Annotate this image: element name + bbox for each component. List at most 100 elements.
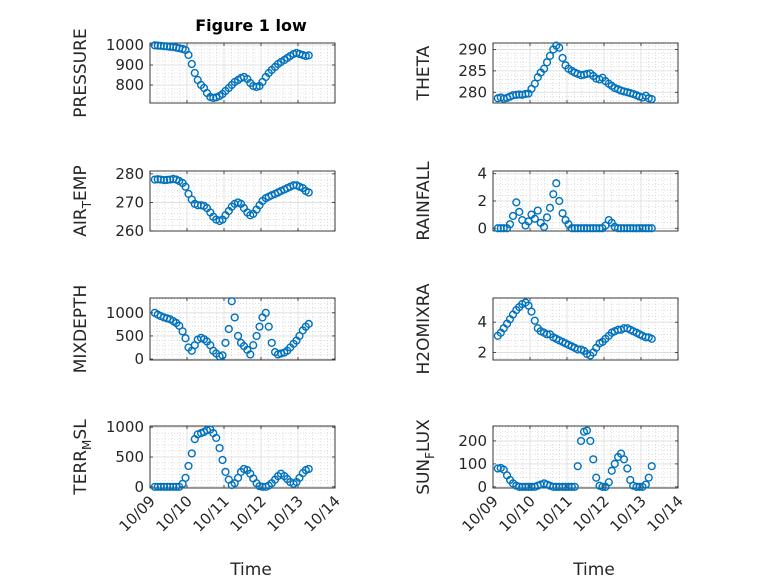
data-point bbox=[172, 482, 181, 491]
data-point bbox=[249, 341, 258, 350]
data-point bbox=[549, 190, 558, 199]
data-point bbox=[212, 433, 221, 443]
data-point bbox=[542, 58, 552, 67]
data-point bbox=[181, 334, 190, 343]
x-tick-label: 10/13 bbox=[607, 492, 650, 535]
data-point bbox=[159, 176, 169, 185]
data-point bbox=[592, 473, 601, 482]
x-tick-label: 10/09 bbox=[116, 492, 159, 535]
data-point bbox=[181, 473, 190, 482]
data-point bbox=[542, 213, 552, 222]
data-point bbox=[169, 482, 178, 491]
axes-box bbox=[492, 425, 679, 489]
y-tick-label: 280 bbox=[115, 165, 144, 183]
data-point bbox=[184, 461, 193, 471]
data-point bbox=[552, 179, 561, 188]
y-tick-label: 0 bbox=[134, 350, 144, 368]
data-point bbox=[218, 351, 227, 360]
data-point bbox=[623, 464, 632, 473]
subplot-theta: 280 285 290 THETA bbox=[414, 40, 679, 104]
y-tick-label: 500 bbox=[115, 448, 144, 466]
data-point bbox=[187, 59, 196, 69]
data-point bbox=[190, 68, 199, 78]
plot-area bbox=[493, 43, 678, 103]
data-point bbox=[150, 482, 159, 491]
data-point bbox=[623, 224, 632, 233]
y-tick-label: 1000 bbox=[106, 304, 144, 322]
y-tick-label: 0 bbox=[477, 219, 487, 237]
plot-area bbox=[493, 298, 678, 360]
y-tick-label: 285 bbox=[458, 62, 487, 80]
subplot-h2omixra: 2 4 H2OMIXRA bbox=[414, 283, 679, 375]
data-point bbox=[555, 43, 564, 52]
data-point bbox=[181, 182, 190, 191]
data-point bbox=[493, 224, 502, 233]
x-tick-label: 10/09 bbox=[459, 492, 502, 535]
data-point bbox=[586, 436, 595, 446]
y-axis-label: H2OMIXRA bbox=[414, 283, 434, 374]
y-tick-label: 100 bbox=[458, 455, 487, 473]
axes-box bbox=[492, 297, 679, 361]
data-point bbox=[598, 482, 607, 491]
y-tick-label: 1000 bbox=[106, 418, 144, 436]
y-tick-label: 290 bbox=[458, 40, 487, 58]
data-point bbox=[539, 64, 549, 73]
x-axis-label-left: Time bbox=[229, 560, 272, 580]
series-markers bbox=[493, 41, 656, 104]
axes-box bbox=[149, 297, 336, 361]
data-point bbox=[558, 209, 567, 218]
y-axis-label: SUNFLUX bbox=[414, 419, 437, 495]
y-tick-label: 900 bbox=[115, 56, 144, 74]
data-point bbox=[619, 455, 629, 464]
data-point bbox=[641, 224, 650, 233]
data-point bbox=[267, 338, 276, 347]
data-point bbox=[589, 455, 598, 464]
x-axis-label-right: Time bbox=[572, 560, 615, 580]
major-grid bbox=[149, 298, 336, 360]
data-point bbox=[221, 338, 230, 347]
series-markers bbox=[150, 297, 313, 361]
y-tick-label: 800 bbox=[115, 76, 144, 94]
x-tick-label: 10/12 bbox=[227, 492, 270, 535]
data-point bbox=[567, 224, 576, 233]
figure-title: Figure 1 low bbox=[195, 16, 307, 35]
y-axis-label: MIXDEPTH bbox=[71, 285, 91, 374]
data-point bbox=[542, 330, 552, 339]
axes-box bbox=[492, 42, 679, 104]
data-point bbox=[558, 482, 567, 491]
data-point bbox=[632, 224, 641, 233]
x-tick-label: 10/10 bbox=[496, 492, 539, 535]
data-point bbox=[607, 466, 616, 475]
data-point bbox=[512, 198, 521, 207]
x-tick-label: 10/13 bbox=[264, 492, 307, 535]
data-point bbox=[252, 331, 261, 341]
data-point bbox=[499, 224, 508, 233]
data-point bbox=[150, 175, 159, 184]
data-point bbox=[150, 41, 159, 50]
data-point bbox=[159, 482, 169, 491]
data-point bbox=[644, 473, 653, 482]
data-point bbox=[202, 426, 212, 435]
data-point bbox=[521, 89, 530, 99]
axes-box bbox=[149, 170, 336, 232]
y-tick-label: 0 bbox=[477, 478, 487, 496]
y-tick-label: 280 bbox=[458, 83, 487, 101]
y-tick-label: 270 bbox=[115, 193, 144, 211]
x-tick-label: 10/10 bbox=[153, 492, 196, 535]
data-point bbox=[184, 50, 193, 60]
data-point bbox=[218, 455, 227, 465]
series-markers bbox=[493, 426, 656, 491]
data-point bbox=[539, 222, 549, 232]
data-point bbox=[641, 480, 650, 489]
series-markers bbox=[150, 41, 313, 103]
data-point bbox=[582, 426, 592, 435]
y-axis-label: AIRTEMP bbox=[71, 165, 94, 236]
data-point bbox=[159, 42, 169, 51]
subplot-pressure: 800 900 1000 PRESSURE bbox=[71, 28, 336, 118]
y-tick-label: 260 bbox=[115, 222, 144, 240]
y-tick-label: 0 bbox=[134, 478, 144, 496]
x-tick-label: 10/14 bbox=[301, 492, 344, 535]
